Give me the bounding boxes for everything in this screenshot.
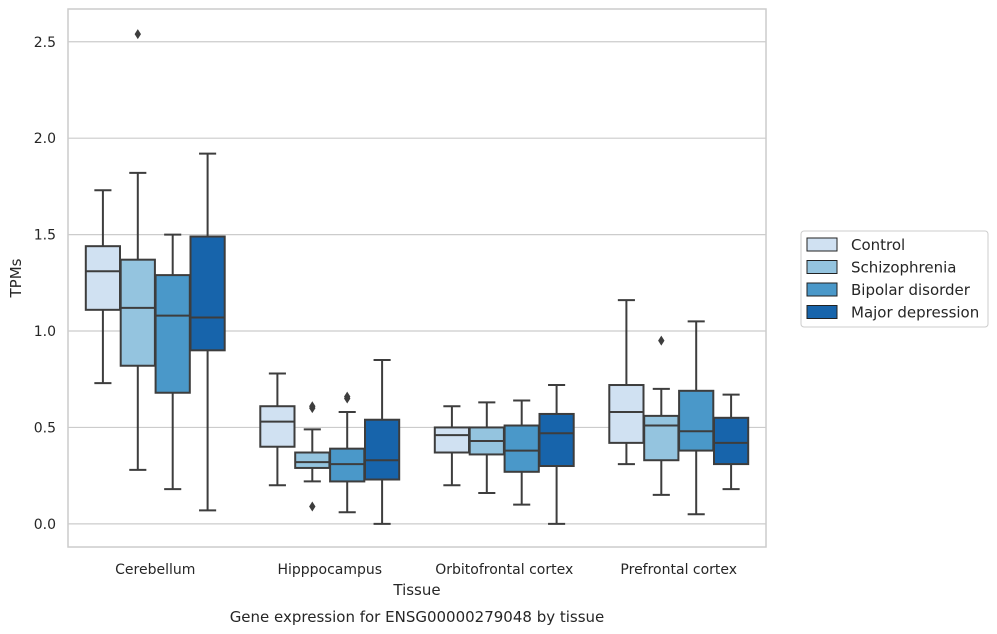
legend-label: Control bbox=[851, 236, 905, 254]
box-control bbox=[433, 405, 471, 487]
box-bipolar-disorder bbox=[154, 233, 191, 491]
x-tick-label: Orbitofrontal cortex bbox=[435, 562, 573, 578]
box-body bbox=[608, 384, 645, 444]
box-schizophrenia bbox=[119, 29, 156, 471]
legend-label: Schizophrenia bbox=[851, 259, 956, 277]
plot-area-frame bbox=[67, 8, 767, 548]
box-major-depression bbox=[712, 393, 750, 491]
box-body bbox=[643, 414, 680, 462]
y-tick-label: 2.5 bbox=[34, 35, 56, 51]
box-control bbox=[608, 299, 645, 466]
box-schizophrenia bbox=[468, 401, 505, 495]
outlier-point bbox=[344, 391, 351, 402]
boxes bbox=[84, 29, 750, 525]
y-tick-label: 0.5 bbox=[34, 420, 56, 436]
outlier-point bbox=[134, 29, 141, 40]
box-body bbox=[678, 389, 715, 452]
box-body bbox=[712, 416, 750, 466]
y-axis-label: TPMs bbox=[7, 258, 25, 298]
box-body bbox=[294, 451, 331, 469]
box-major-depression bbox=[363, 358, 401, 525]
legend-swatch bbox=[806, 282, 838, 297]
x-tick-label: Hipppocampus bbox=[277, 562, 382, 578]
y-tick-label: 1.0 bbox=[34, 324, 56, 340]
box-major-depression bbox=[538, 384, 575, 525]
x-axis-ticks: Cerebellum Hipppocampus Orbitofrontal cort… bbox=[115, 562, 737, 578]
outlier-point bbox=[658, 335, 665, 346]
box-body bbox=[189, 235, 226, 352]
y-tick-label: 0.0 bbox=[34, 517, 56, 533]
box-body bbox=[538, 412, 575, 468]
box-control bbox=[259, 372, 296, 487]
box-control bbox=[84, 189, 122, 385]
box-bipolar-disorder bbox=[329, 391, 366, 514]
legend-swatch bbox=[806, 260, 838, 274]
x-tick-label: Cerebellum bbox=[115, 562, 195, 578]
box-body bbox=[84, 245, 122, 311]
y-tick-label: 2.0 bbox=[34, 131, 56, 147]
box-major-depression bbox=[189, 152, 226, 512]
outlier-point bbox=[309, 501, 316, 512]
box-schizophrenia bbox=[294, 401, 331, 512]
x-tick-label: Prefrontal cortex bbox=[620, 562, 737, 578]
outlier-point bbox=[309, 401, 316, 412]
x-axis-label: Tissue bbox=[392, 581, 440, 599]
box-body bbox=[154, 274, 191, 394]
y-axis-ticks: 0.0 0.5 1.0 1.5 2.0 2.5 bbox=[34, 35, 56, 533]
legend-swatch bbox=[806, 237, 838, 252]
legend-label: Major depression bbox=[851, 304, 979, 322]
box-bipolar-disorder bbox=[503, 399, 540, 506]
box-body bbox=[503, 424, 540, 473]
y-tick-label: 1.5 bbox=[34, 228, 56, 244]
box-body bbox=[363, 418, 401, 481]
legend-frame bbox=[800, 230, 989, 328]
legend-swatch bbox=[806, 305, 838, 319]
box-body bbox=[433, 426, 471, 454]
legend: Control Schizophrenia Bipolar disorder Majo… bbox=[800, 230, 989, 328]
legend-label: Bipolar disorder bbox=[851, 281, 971, 299]
chart-caption: Gene expression for ENSG00000279048 by t… bbox=[230, 608, 605, 626]
box-body bbox=[259, 405, 296, 448]
box-schizophrenia bbox=[643, 335, 680, 496]
box-body bbox=[119, 258, 156, 367]
box-bipolar-disorder bbox=[678, 320, 715, 516]
